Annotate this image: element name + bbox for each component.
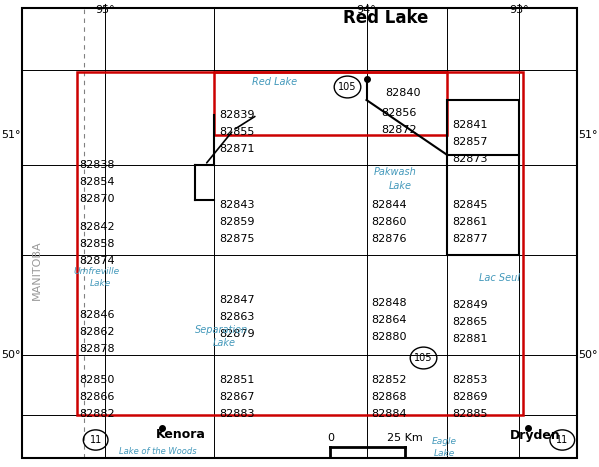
Text: 82865: 82865	[452, 317, 488, 327]
Text: 82844: 82844	[371, 200, 407, 210]
Text: 82858: 82858	[80, 239, 115, 249]
Text: Lake: Lake	[388, 181, 412, 191]
Text: Red Lake: Red Lake	[343, 9, 428, 27]
Text: 25 Km: 25 Km	[386, 433, 422, 443]
Text: 93°: 93°	[509, 5, 528, 15]
Text: 11: 11	[89, 435, 102, 445]
Text: 82852: 82852	[371, 375, 407, 385]
Text: Eagle: Eagle	[432, 438, 457, 446]
Text: 82850: 82850	[80, 375, 115, 385]
Text: Lac Seul: Lac Seul	[479, 273, 520, 283]
Text: 82862: 82862	[80, 327, 115, 337]
Text: 82864: 82864	[371, 315, 407, 325]
Text: 82875: 82875	[219, 234, 255, 244]
Text: 50°: 50°	[579, 350, 598, 360]
Text: 105: 105	[415, 353, 433, 363]
Text: 82861: 82861	[452, 217, 488, 227]
Text: Lake: Lake	[434, 448, 455, 458]
Text: 50°: 50°	[1, 350, 20, 360]
Text: 82849: 82849	[452, 300, 488, 310]
Text: MANITOBA: MANITOBA	[32, 240, 42, 300]
Text: Lake: Lake	[90, 280, 111, 289]
Text: 51°: 51°	[1, 130, 20, 140]
Text: 95°: 95°	[95, 5, 115, 15]
Text: 82841: 82841	[452, 120, 488, 130]
Text: 82838: 82838	[80, 160, 115, 170]
Text: 82842: 82842	[80, 222, 115, 232]
Text: 82851: 82851	[219, 375, 255, 385]
Text: 82847: 82847	[219, 295, 255, 305]
Text: 82866: 82866	[80, 392, 115, 402]
Text: Separation: Separation	[195, 325, 249, 335]
Text: 82857: 82857	[452, 137, 488, 147]
Text: 82870: 82870	[80, 194, 115, 204]
Text: 0: 0	[327, 433, 334, 443]
Text: 82882: 82882	[80, 409, 115, 419]
Text: 11: 11	[556, 435, 568, 445]
Text: 82874: 82874	[80, 256, 115, 266]
Bar	[214, 72, 447, 135]
Text: 82845: 82845	[452, 200, 488, 210]
Text: 82880: 82880	[371, 332, 407, 342]
Text: Umfreville: Umfreville	[74, 268, 120, 276]
Text: 82848: 82848	[371, 298, 407, 308]
Text: 82860: 82860	[371, 217, 407, 227]
Text: 51°: 51°	[579, 130, 598, 140]
Text: 82879: 82879	[219, 329, 255, 339]
Text: Red Lake: Red Lake	[252, 77, 297, 87]
Text: 105: 105	[338, 82, 357, 92]
Text: 82872: 82872	[381, 125, 416, 135]
Text: 82868: 82868	[371, 392, 407, 402]
Text: 82867: 82867	[219, 392, 255, 402]
Text: Dryden: Dryden	[510, 429, 561, 441]
Bar	[447, 100, 519, 255]
Text: 82856: 82856	[381, 108, 416, 118]
Text: 82840: 82840	[386, 88, 421, 98]
Text: Lake: Lake	[213, 338, 235, 348]
Text: Lake of the Woods: Lake of the Woods	[119, 446, 196, 455]
Text: 82873: 82873	[452, 154, 488, 164]
Text: 82883: 82883	[219, 409, 255, 419]
Text: 82863: 82863	[219, 312, 255, 322]
Text: 82878: 82878	[80, 344, 115, 354]
Text: 82843: 82843	[219, 200, 255, 210]
Bar	[77, 72, 524, 415]
Text: 82846: 82846	[80, 310, 115, 320]
Text: 82855: 82855	[219, 127, 255, 137]
Text: 82881: 82881	[452, 334, 488, 344]
Text: Pakwash: Pakwash	[374, 167, 416, 177]
Text: 82839: 82839	[219, 110, 255, 120]
Text: 82871: 82871	[219, 144, 255, 154]
Text: 82869: 82869	[452, 392, 488, 402]
Text: 82884: 82884	[371, 409, 407, 419]
Text: 82859: 82859	[219, 217, 255, 227]
Text: 82853: 82853	[452, 375, 488, 385]
Text: 94°: 94°	[356, 5, 376, 15]
Text: 82876: 82876	[371, 234, 407, 244]
Text: 82854: 82854	[80, 177, 115, 187]
Text: Kenora: Kenora	[156, 429, 206, 441]
Text: 82885: 82885	[452, 409, 488, 419]
Text: 82877: 82877	[452, 234, 488, 244]
